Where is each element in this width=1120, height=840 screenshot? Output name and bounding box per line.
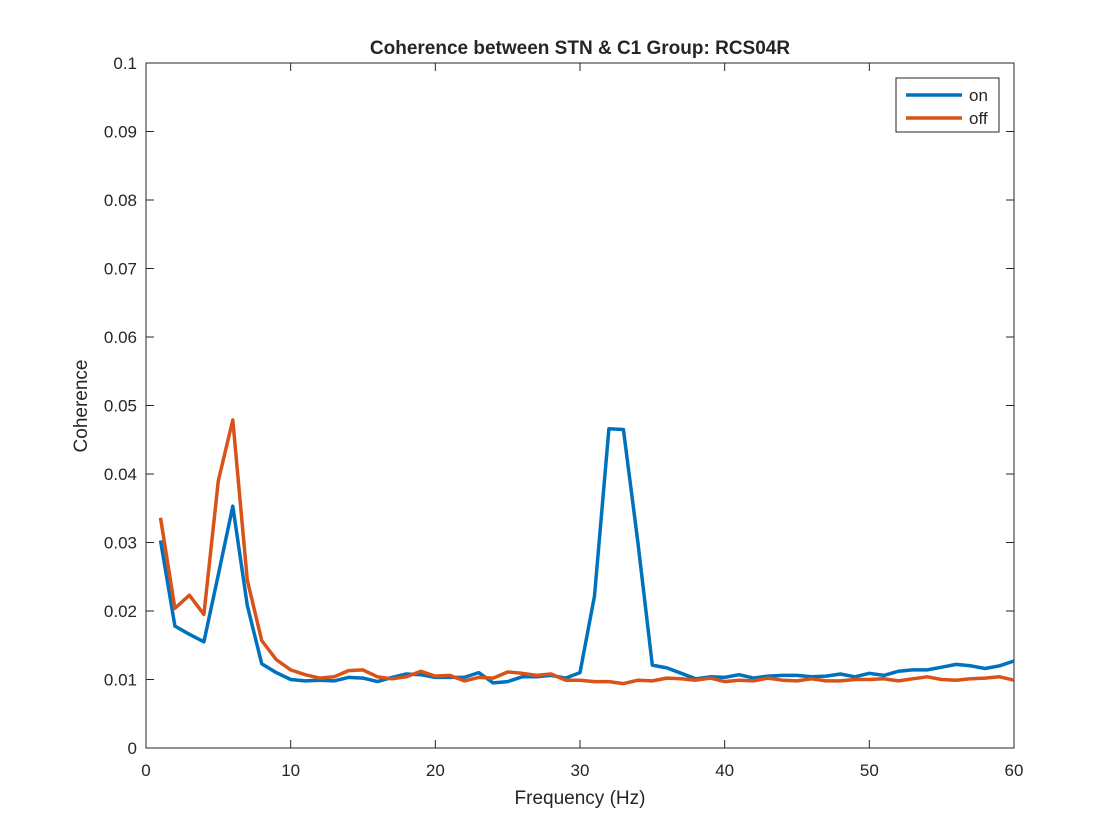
- x-tick-label: 40: [715, 761, 734, 780]
- x-tick-label: 30: [571, 761, 590, 780]
- x-axis-label: Frequency (Hz): [515, 788, 646, 809]
- legend: on off: [895, 77, 1000, 133]
- x-tick-label: 50: [860, 761, 879, 780]
- y-axis-label: Coherence: [71, 360, 92, 453]
- x-tick-label: 0: [141, 761, 150, 780]
- legend-box: [895, 77, 1000, 133]
- plot-area: [145, 62, 1015, 749]
- axis-ticks: 0 10 20 30 40 50 60 0 0.01 0.02 0.03 0.04 0.05 0.06 0.…: [104, 54, 1024, 780]
- y-tick-label: 0.07: [104, 260, 137, 279]
- y-tick-label: 0.04: [104, 465, 137, 484]
- series-line-off: [158, 418, 1015, 686]
- chart-title: Coherence between STN & C1 Group: RCS04R: [370, 38, 790, 59]
- y-tick-label: 0.08: [104, 191, 137, 210]
- y-tick-label: 0.03: [104, 534, 137, 553]
- series-line-on: [158, 427, 1015, 685]
- x-tick-label: 60: [1005, 761, 1024, 780]
- y-tick-label: 0: [128, 739, 137, 758]
- y-tick-label: 0.09: [104, 123, 137, 142]
- legend-label-on: on: [969, 86, 988, 105]
- y-tick-label: 0.01: [104, 671, 137, 690]
- x-tick-label: 20: [426, 761, 445, 780]
- y-tick-label: 0.05: [104, 397, 137, 416]
- y-tick-label: 0.02: [104, 602, 137, 621]
- x-tick-label: 10: [281, 761, 300, 780]
- series-lines: [158, 418, 1015, 686]
- y-tick-label: 0.1: [113, 54, 137, 73]
- legend-label-off: off: [969, 109, 988, 128]
- y-tick-label: 0.06: [104, 328, 137, 347]
